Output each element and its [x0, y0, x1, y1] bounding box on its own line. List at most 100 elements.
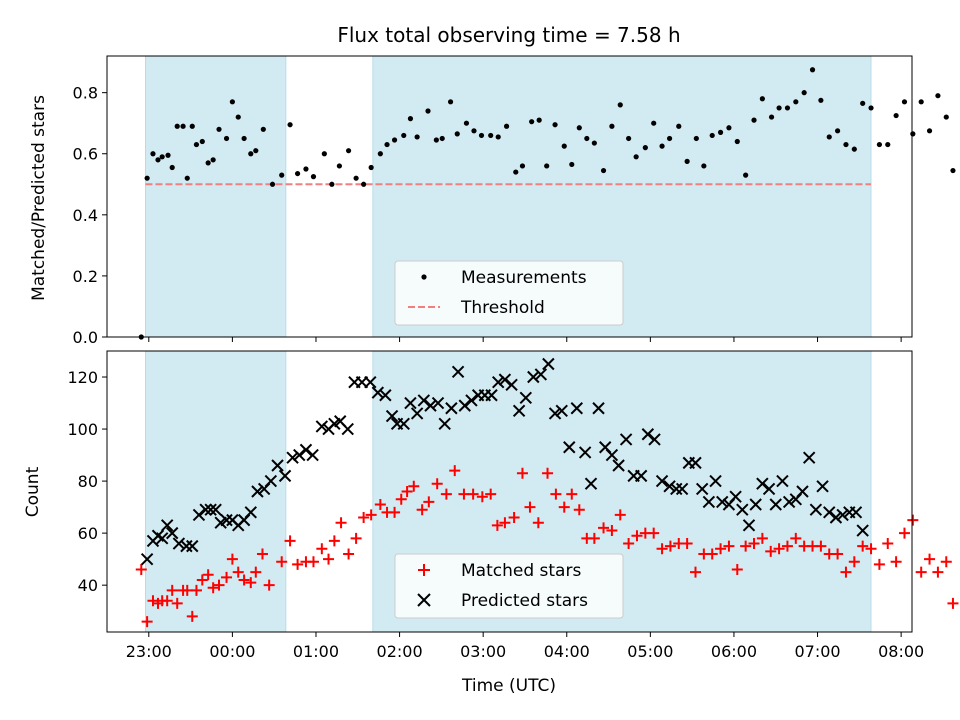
data-point — [401, 132, 407, 139]
data-point — [749, 498, 762, 511]
data-point — [241, 135, 247, 142]
legend-label: Threshold — [460, 298, 545, 318]
data-point — [345, 148, 352, 154]
data-point — [307, 556, 319, 568]
axes-frame — [106, 55, 913, 338]
data-point — [548, 407, 562, 420]
data-point — [600, 167, 607, 174]
data-point — [397, 417, 410, 431]
data-point — [193, 141, 200, 148]
data-point — [269, 181, 276, 187]
data-point — [835, 128, 841, 134]
legend-marker — [417, 593, 431, 607]
data-point — [174, 123, 180, 129]
data-point — [706, 548, 718, 560]
data-point — [947, 597, 959, 609]
data-point — [391, 137, 398, 143]
data-point — [492, 376, 505, 389]
data-point — [910, 131, 916, 137]
data-point — [716, 495, 729, 509]
data-point — [353, 175, 359, 181]
data-point — [499, 517, 511, 529]
data-point — [736, 503, 749, 516]
data-point — [849, 506, 863, 519]
data-point — [471, 128, 477, 134]
data-point — [578, 446, 592, 459]
data-point — [292, 558, 304, 570]
data-point — [368, 164, 374, 171]
data-point — [519, 163, 526, 169]
data-point — [631, 530, 643, 542]
shaded-interval — [145, 55, 287, 338]
data-point — [447, 99, 454, 105]
data-point — [656, 543, 668, 555]
data-point — [935, 93, 941, 99]
y-tick-label: 0.2 — [73, 267, 98, 286]
data-point — [566, 488, 578, 500]
data-point — [213, 579, 225, 591]
data-point — [315, 420, 329, 433]
data-point — [513, 169, 519, 175]
data-point — [865, 543, 877, 555]
data-point — [856, 524, 869, 537]
legend-marker — [421, 274, 427, 280]
data-point — [816, 480, 829, 493]
data-point — [684, 158, 690, 164]
data-point — [260, 126, 266, 132]
data-point — [550, 488, 562, 500]
data-point — [670, 482, 683, 496]
data-point — [726, 125, 732, 131]
data-point — [717, 129, 724, 135]
data-point — [516, 467, 528, 479]
data-point — [235, 114, 241, 120]
legend-box — [394, 260, 624, 326]
data-point — [848, 556, 860, 568]
data-point — [781, 540, 793, 552]
data-point — [532, 517, 544, 529]
data-point — [740, 540, 752, 552]
data-point — [748, 538, 760, 550]
data-point — [408, 480, 420, 492]
data-point — [371, 386, 385, 399]
data-point — [232, 566, 244, 578]
y-tick-label: 0.4 — [73, 206, 98, 225]
data-point — [416, 504, 428, 516]
data-point — [284, 535, 296, 547]
data-point — [609, 123, 615, 129]
x-tick-label: 08:00 — [878, 642, 924, 661]
data-point — [329, 181, 335, 187]
data-point — [365, 509, 377, 521]
data-point — [451, 365, 465, 379]
data-point — [701, 163, 707, 169]
data-point — [186, 610, 198, 622]
y-tick-label: 100 — [67, 420, 98, 439]
data-point — [776, 105, 782, 111]
data-point — [229, 99, 235, 105]
data-point — [184, 175, 190, 181]
data-point — [570, 402, 583, 415]
data-point — [843, 141, 849, 148]
data-point — [751, 117, 757, 123]
data-point — [893, 112, 899, 119]
x-tick-label: 07:00 — [794, 642, 840, 661]
data-point — [793, 99, 799, 105]
data-point — [573, 504, 585, 516]
shaded-interval — [145, 350, 287, 633]
data-point — [180, 123, 186, 129]
y-tick-label: 60 — [78, 524, 98, 543]
legend-marker — [418, 564, 430, 576]
data-point — [542, 467, 554, 479]
y-tick-label: 120 — [67, 368, 98, 387]
data-point — [932, 566, 944, 578]
data-point — [768, 114, 775, 120]
data-point — [885, 141, 891, 148]
data-point — [655, 474, 669, 488]
data-point — [508, 512, 520, 524]
data-point — [784, 105, 791, 111]
y-tick-label: 0.6 — [73, 145, 98, 164]
y-tick-label: 0.8 — [73, 84, 98, 103]
data-point — [465, 394, 478, 407]
data-point — [715, 543, 727, 555]
data-point — [605, 448, 619, 462]
data-point — [809, 503, 823, 516]
